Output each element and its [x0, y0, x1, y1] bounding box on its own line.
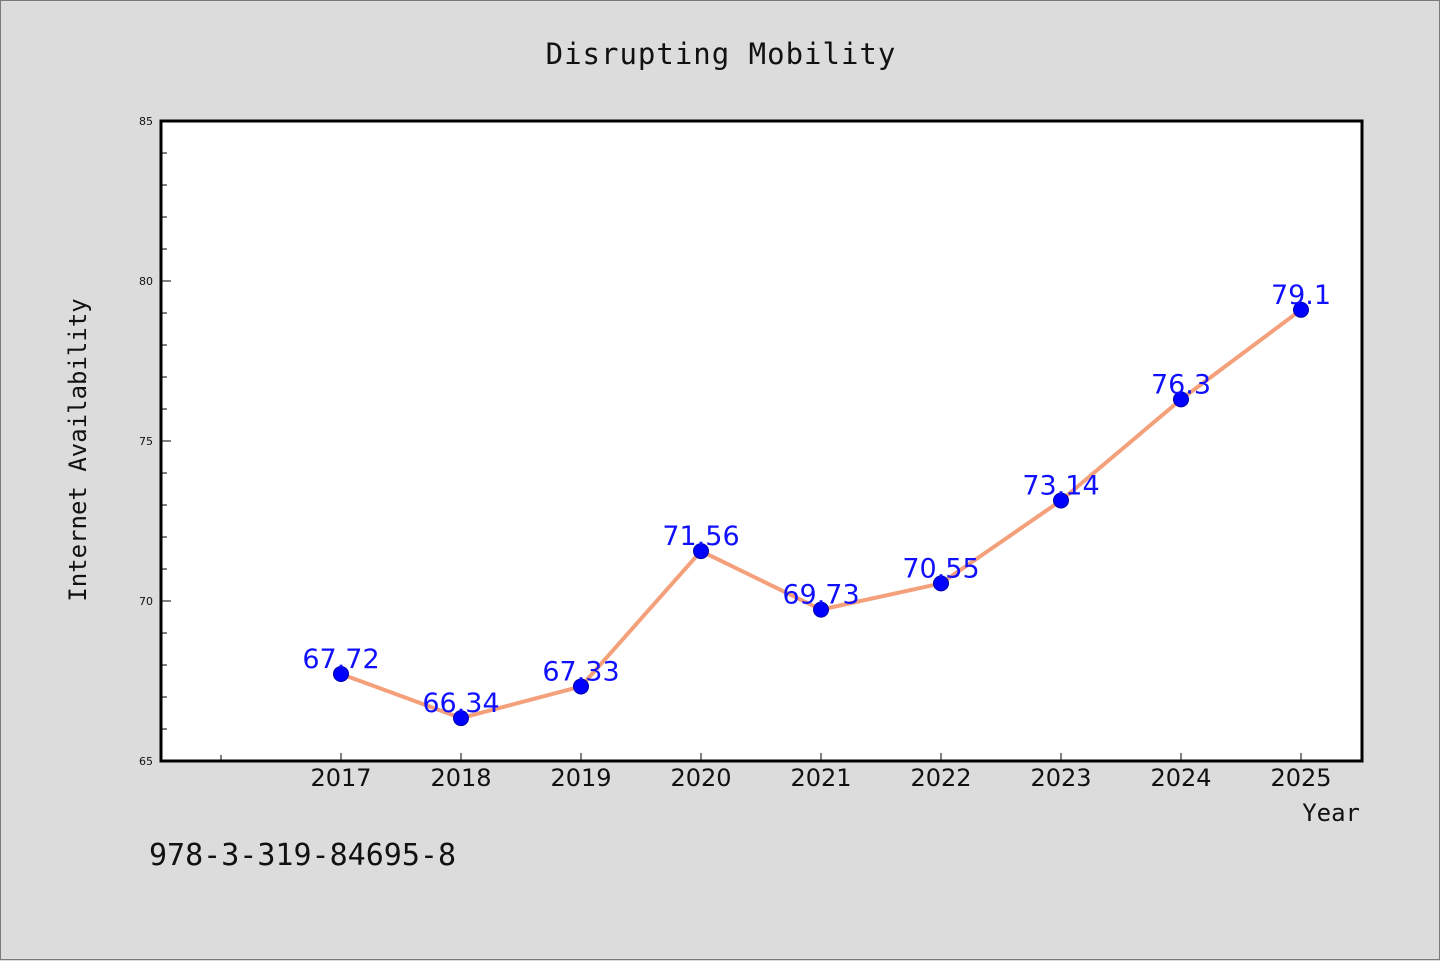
data-point	[573, 678, 589, 695]
data-label: 79.1	[1271, 280, 1331, 311]
data-point	[333, 665, 349, 682]
data-point	[813, 601, 829, 618]
x-tick-label: 2017	[310, 764, 371, 792]
data-label: 73.14	[1022, 471, 1099, 502]
x-tick-label: 2023	[1030, 764, 1091, 792]
y-axis-label: Internet Availability	[64, 298, 92, 601]
data-label: 66.34	[422, 688, 499, 719]
series-markers	[333, 301, 1309, 727]
y-tick-label: 65	[139, 755, 153, 768]
x-tick-label: 2020	[670, 764, 731, 792]
data-point	[1053, 492, 1069, 509]
x-tick-label: 2022	[910, 764, 971, 792]
x-tick-label: 2024	[1150, 764, 1211, 792]
data-label: 76.3	[1151, 369, 1211, 400]
data-point	[1293, 301, 1309, 318]
footer-isbn: 978-3-319-84695-8	[149, 838, 456, 873]
data-point	[1173, 391, 1189, 408]
y-tick-label: 85	[139, 115, 153, 128]
y-tick-label: 80	[139, 275, 153, 288]
data-point	[693, 543, 709, 560]
data-label: 70.55	[902, 553, 979, 584]
x-axis: 2017 2018 2019 2020 2021 2022 2023 2024 2025	[220, 753, 1332, 792]
data-label: 69.73	[782, 580, 859, 611]
y-tick-label: 70	[139, 595, 153, 608]
plot-frame	[159, 119, 1364, 763]
data-labels: 67.72 66.34 67.33 71.56 69.73 70.55 73.14 76.3 7…	[302, 280, 1331, 719]
data-label: 71.56	[662, 521, 739, 552]
data-point	[453, 710, 469, 727]
x-tick-label: 2025	[1270, 764, 1331, 792]
data-point	[933, 575, 949, 592]
data-label: 67.72	[302, 644, 379, 675]
x-tick-label: 2021	[790, 764, 851, 792]
data-label: 67.33	[542, 656, 619, 687]
y-tick-label: 75	[139, 435, 153, 448]
x-axis-label: Year	[1302, 799, 1360, 827]
y-axis: 65 70 75 80 85	[139, 115, 171, 768]
x-tick-label: 2018	[430, 764, 491, 792]
x-tick-label: 2019	[550, 764, 611, 792]
chart-title: Disrupting Mobility	[546, 37, 897, 71]
plot-area	[161, 121, 1362, 761]
